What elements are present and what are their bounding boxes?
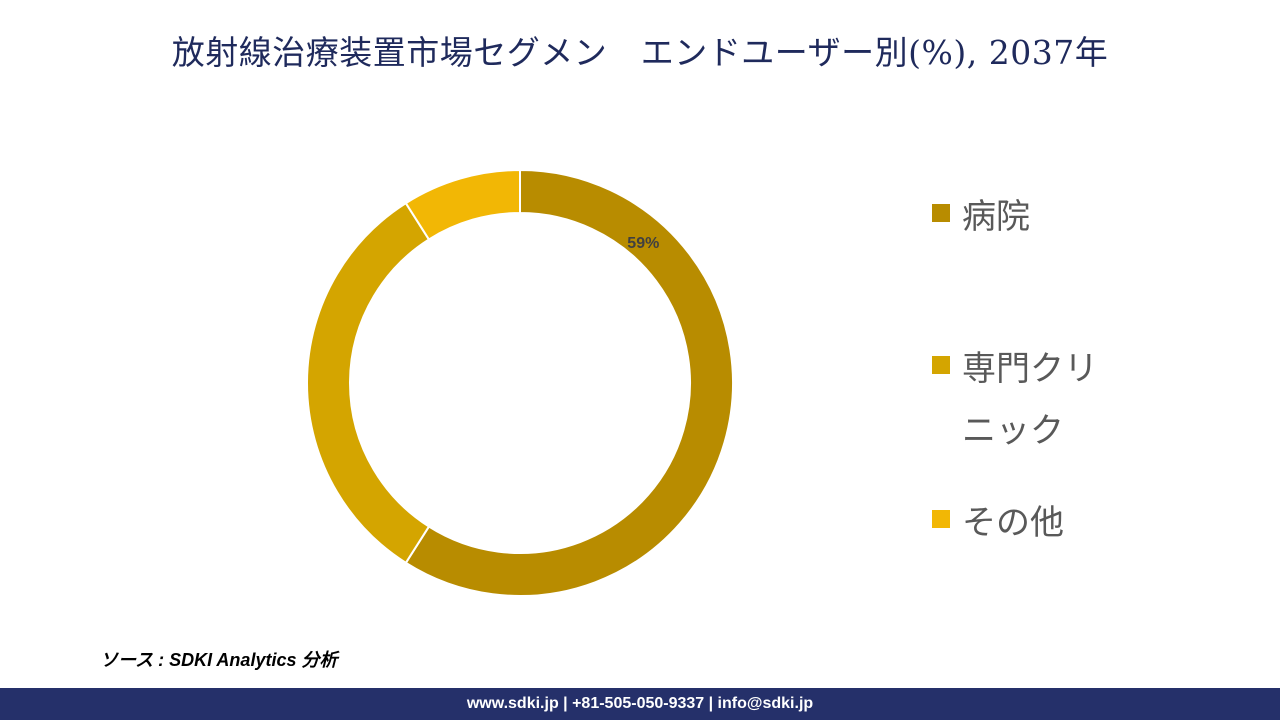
- donut-slice-hospital: [404, 168, 734, 597]
- donut-slice-other: [404, 168, 521, 241]
- legend-swatch-hospital: [932, 204, 950, 222]
- source-note: ソース : SDKI Analytics 分析: [100, 650, 338, 670]
- data-label-hospital: 59%: [627, 235, 659, 252]
- legend-label-hospital: 病院: [962, 197, 1030, 237]
- donut-slices: [306, 168, 734, 597]
- legend-item-other: その他: [932, 492, 1132, 554]
- legend-label-other: その他: [962, 503, 1064, 543]
- legend-swatch-other: [932, 510, 950, 528]
- footer-contact-bar: www.sdki.jp | +81-505-050-9337 | info@sd…: [0, 688, 1280, 720]
- legend-item-clinic: 専門クリニック: [932, 338, 1132, 462]
- chart-title: 放射線治療装置市場セグメン エンドユーザー別(%), 2037年: [171, 33, 1109, 72]
- legend-item-hospital: 病院: [932, 186, 1132, 248]
- donut-slice-clinic: [306, 201, 431, 565]
- donut-data-labels: 59%: [627, 235, 659, 252]
- legend-swatch-clinic: [932, 356, 950, 374]
- legend-label-clinic: 専門クリニック: [962, 349, 1098, 451]
